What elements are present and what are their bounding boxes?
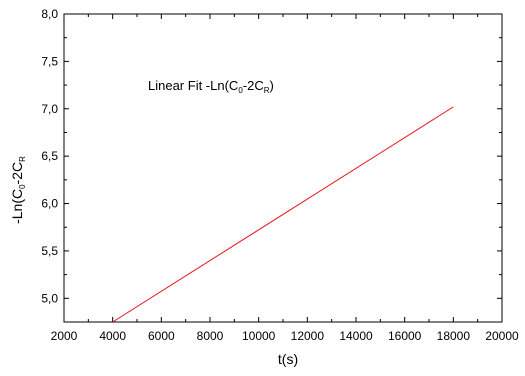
x-tick-label: 14000 xyxy=(339,329,373,343)
plot-frame xyxy=(63,13,503,323)
y-tick-label: 6,5 xyxy=(41,149,58,163)
x-tick-label: 18000 xyxy=(437,329,471,343)
x-axis-ticks: 2000 4000 6000 8000 10000 12000 14000 16000 1800… xyxy=(51,14,519,343)
fit-line xyxy=(112,106,454,323)
x-tick-label: 12000 xyxy=(291,329,325,343)
plot-border xyxy=(63,13,503,323)
x-tick-label: 6000 xyxy=(148,329,175,343)
y-tick-label: 5,0 xyxy=(41,291,58,305)
fit-annotation: Linear Fit -Ln(C0-2CR) xyxy=(148,78,274,95)
x-axis-title: t(s) xyxy=(278,351,298,367)
x-tick-label: 20000 xyxy=(485,329,519,343)
y-tick-label: 7,0 xyxy=(41,102,58,116)
x-tick-label: 8000 xyxy=(197,329,224,343)
y-tick-label: 6,0 xyxy=(41,197,58,211)
x-tick-label: 10000 xyxy=(242,329,276,343)
y-axis-ticks: 5,0 5,5 6,0 6,5 7,0 7,5 8,0 xyxy=(41,7,502,323)
series-layer xyxy=(112,106,454,323)
x-tick-label: 2000 xyxy=(51,329,78,343)
x-tick-label: 16000 xyxy=(388,329,422,343)
x-tick-label: 4000 xyxy=(99,329,126,343)
y-tick-label: 5,5 xyxy=(41,244,58,258)
y-tick-label: 8,0 xyxy=(41,7,58,21)
y-tick-label: 7,5 xyxy=(41,54,58,68)
y-axis-title: -Ln(C0-2CR xyxy=(9,156,27,224)
